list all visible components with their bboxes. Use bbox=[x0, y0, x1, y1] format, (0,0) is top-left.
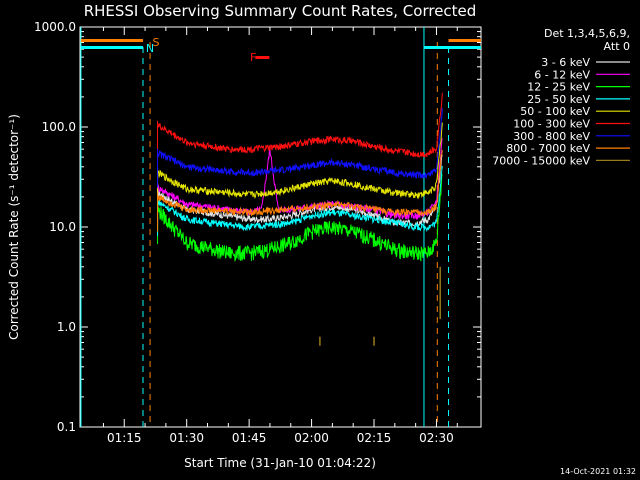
y-tick-label: 100.0 bbox=[42, 120, 76, 134]
y-tick-label: 10.0 bbox=[49, 220, 76, 234]
x-tick-label: 01:15 bbox=[107, 431, 142, 445]
series-line bbox=[157, 174, 443, 263]
annotation-s: S bbox=[153, 36, 160, 49]
series-3 bbox=[157, 165, 443, 237]
legend-header: Det 1,3,4,5,6,9, bbox=[544, 27, 630, 40]
flare-bar bbox=[255, 56, 270, 59]
night-bar-right bbox=[423, 46, 481, 49]
saa-bar bbox=[80, 39, 143, 42]
legend-label: 25 - 50 keV bbox=[527, 93, 590, 106]
plot-area: 1000.0 100.0 10.0 1.0 0.1 01:15 01:30 01:45 02:0… bbox=[34, 20, 482, 445]
legend-label: 300 - 800 keV bbox=[513, 130, 590, 143]
y-tick-label: 1.0 bbox=[57, 320, 76, 334]
x-tick-label: 02:15 bbox=[357, 431, 392, 445]
series-line bbox=[157, 138, 443, 220]
legend-label: 50 - 100 keV bbox=[520, 105, 590, 118]
legend-label: 800 - 7000 keV bbox=[506, 142, 590, 155]
legend-label: 6 - 12 keV bbox=[534, 68, 590, 81]
y-tick-label: 1000.0 bbox=[34, 20, 76, 34]
y-tick-label: 0.1 bbox=[57, 420, 76, 434]
annotation-n: N bbox=[146, 42, 154, 55]
x-axis-label: Start Time (31-Jan-10 01:04:22) bbox=[184, 456, 376, 470]
legend-label: 100 - 300 keV bbox=[513, 118, 590, 131]
series-line bbox=[157, 122, 443, 200]
x-tick-label: 02:30 bbox=[419, 431, 454, 445]
x-tick-label: 01:30 bbox=[169, 431, 204, 445]
x-tick-label: 02:00 bbox=[294, 431, 329, 445]
series-line bbox=[157, 149, 443, 218]
annotation-f: F bbox=[250, 51, 256, 64]
timestamp: 14-Oct-2021 01:32 bbox=[560, 467, 636, 476]
night-bar bbox=[80, 46, 143, 49]
series-6 bbox=[157, 107, 443, 188]
series-line bbox=[157, 92, 443, 158]
series-line bbox=[157, 165, 443, 233]
legend-label: 3 - 6 keV bbox=[541, 56, 590, 69]
series-7 bbox=[157, 149, 443, 232]
saa-bar-right bbox=[448, 39, 481, 42]
legend-subheader: Att 0 bbox=[604, 40, 630, 53]
series-4 bbox=[157, 122, 443, 208]
legend-label: 7000 - 15000 keV bbox=[492, 154, 590, 167]
x-tick-label: 01:45 bbox=[232, 431, 267, 445]
chart-title: RHESSI Observing Summary Count Rates, Co… bbox=[84, 2, 477, 20]
y-axis-label: Corrected Count Rate (s⁻¹ detector⁻¹) bbox=[7, 114, 21, 340]
legend-label: 12 - 25 keV bbox=[527, 81, 590, 94]
series-5 bbox=[157, 92, 443, 160]
series-8 bbox=[319, 266, 441, 346]
series-line bbox=[157, 107, 443, 180]
